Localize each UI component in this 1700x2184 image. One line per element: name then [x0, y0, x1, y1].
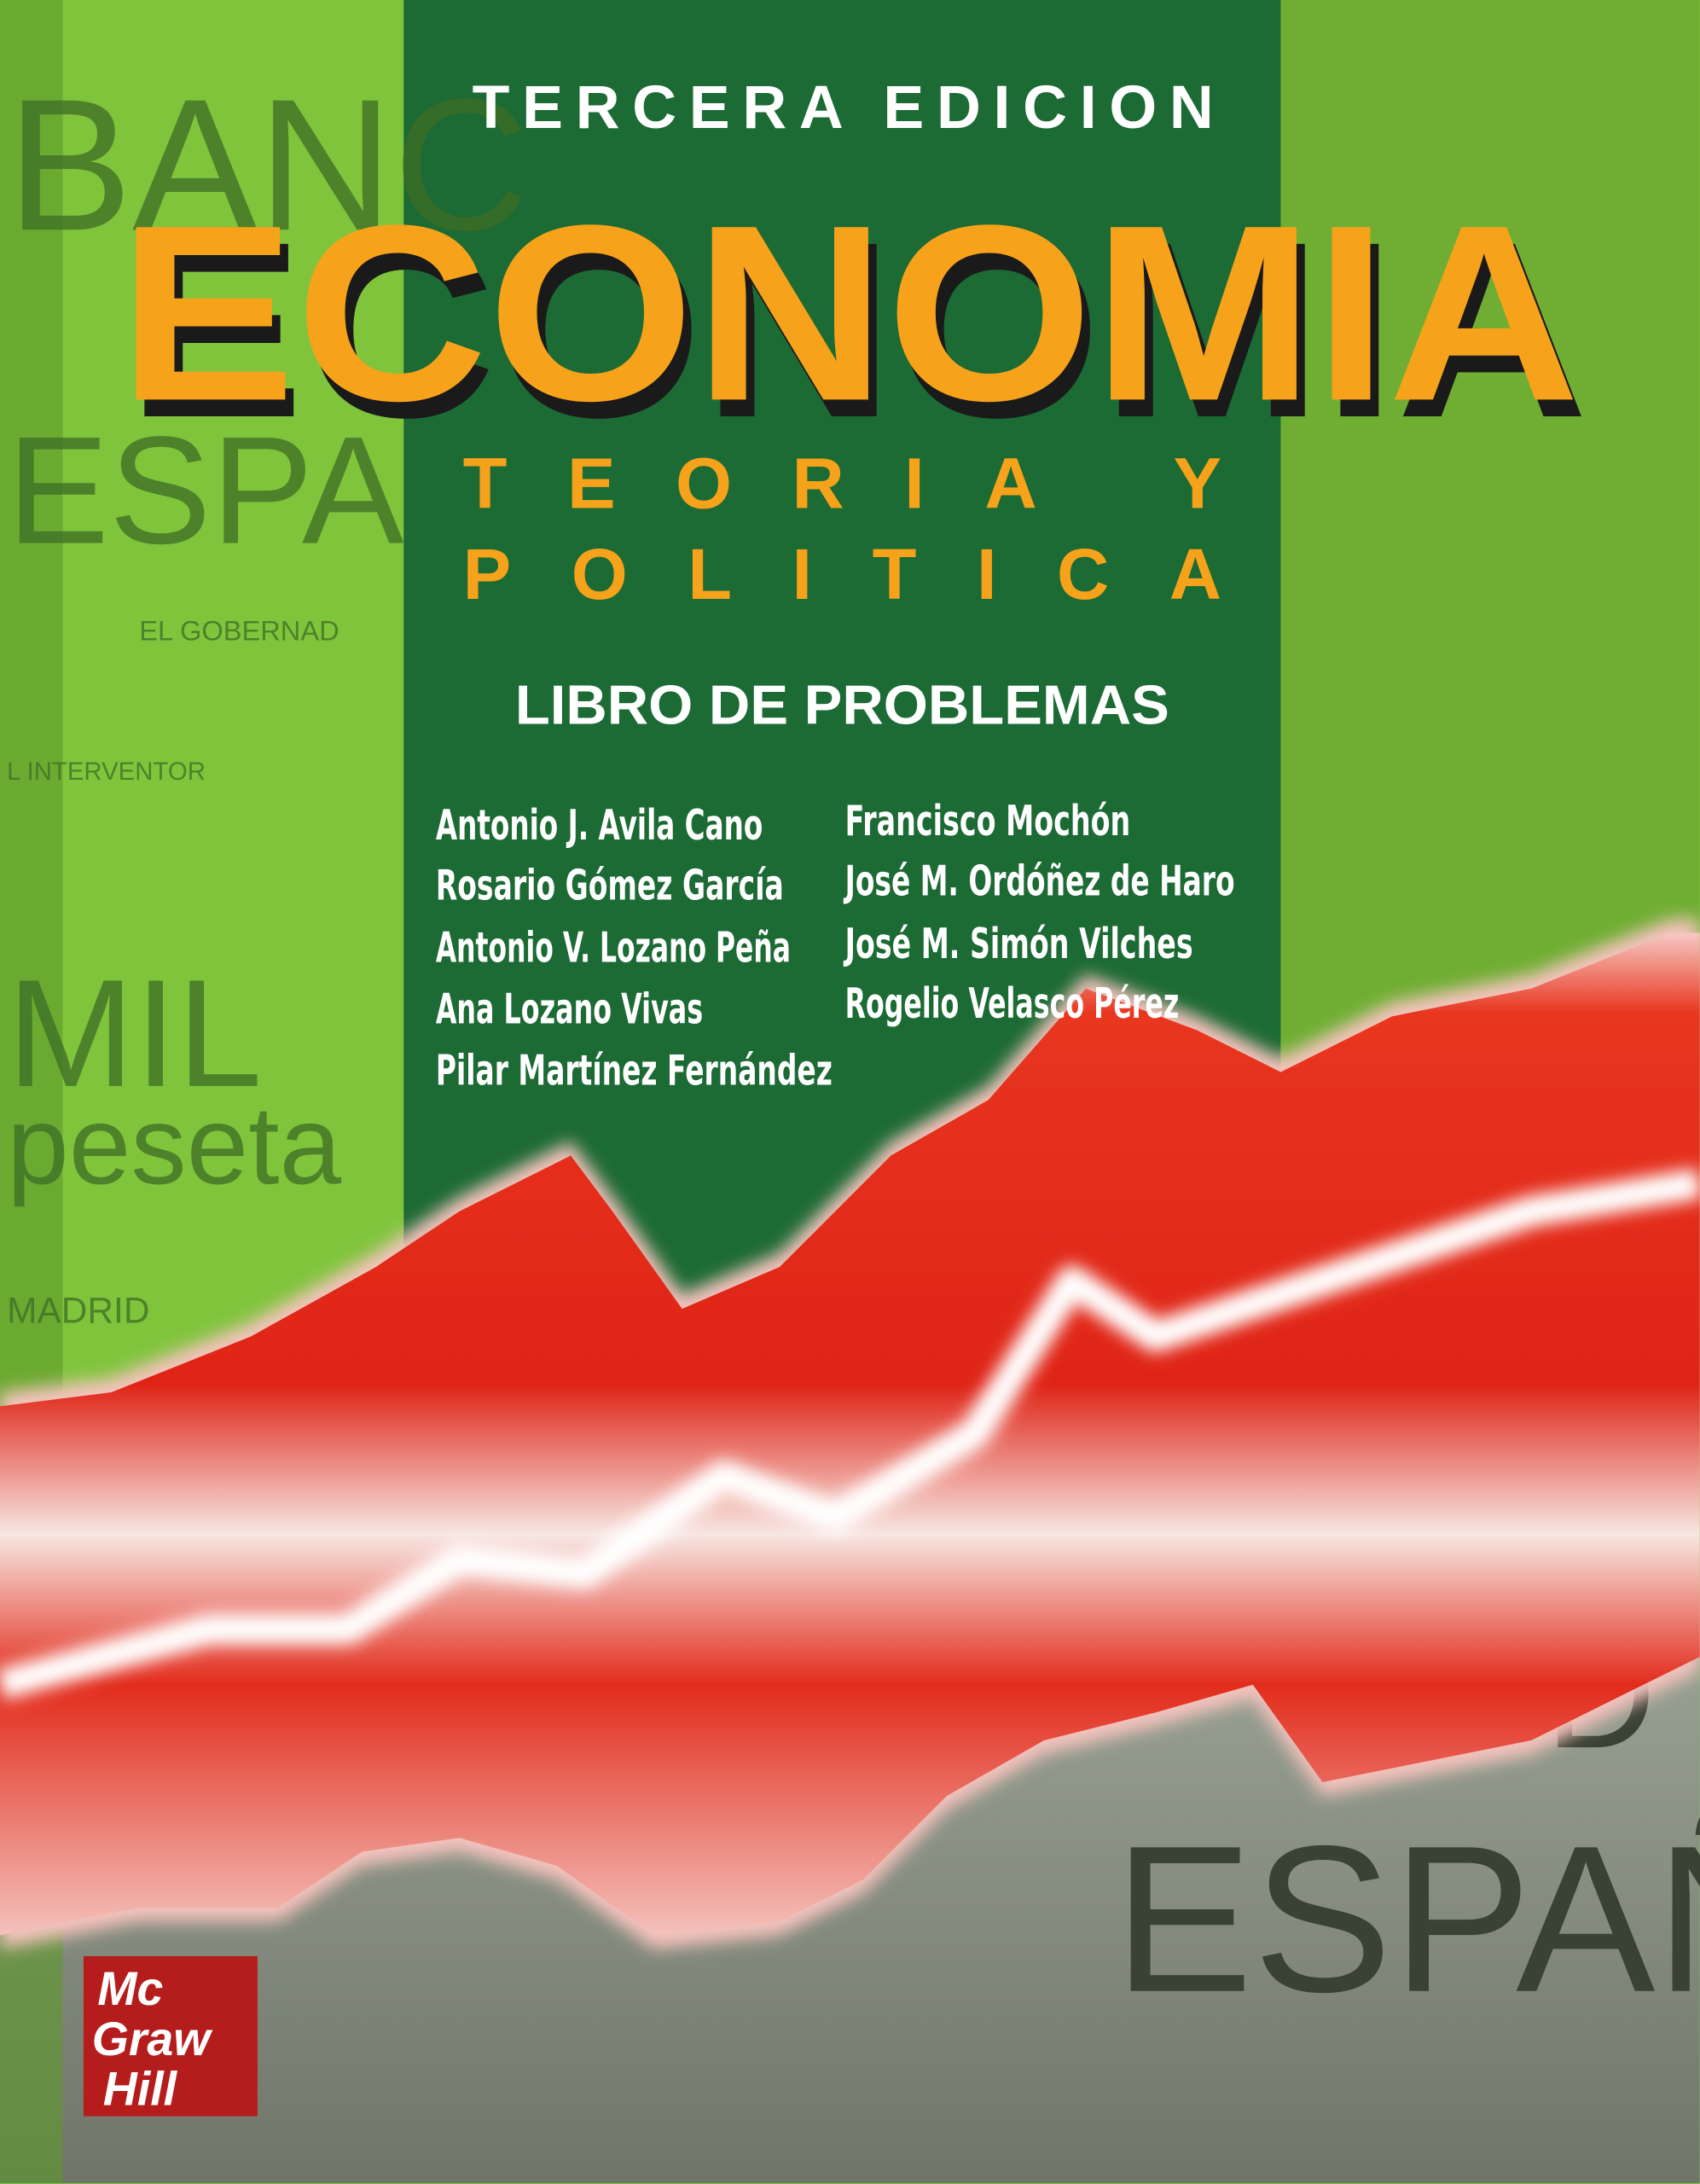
- edition: TERCERA EDICION: [473, 73, 1227, 142]
- note-text: BANC: [7, 60, 529, 270]
- author: José M. Simón Vilches: [844, 920, 1193, 968]
- publisher-logo: Mc Graw Hill: [83, 1955, 258, 2117]
- note-text: EL GOBERNAD: [139, 615, 339, 647]
- author: Ana Lozano Vivas: [436, 985, 703, 1034]
- note-text: peseta: [7, 1083, 341, 1207]
- logo-text: Hill: [103, 2063, 178, 2116]
- note-text: ESPA: [7, 404, 404, 576]
- note-text: MADRID: [7, 1290, 149, 1330]
- title: ECONOMIA: [119, 173, 1581, 453]
- author: Francisco Mochón: [845, 797, 1131, 845]
- author: José M. Ordóñez de Haro: [844, 857, 1235, 905]
- author: Rosario Gómez García: [436, 861, 784, 909]
- author: Antonio J. Avila Cano: [436, 801, 763, 850]
- author: Rogelio Velasco Pérez: [845, 979, 1180, 1028]
- author: Antonio V. Lozano Peña: [436, 924, 791, 973]
- red-graph: [0, 919, 1700, 1949]
- banknote-text-gray: D ESPAÑ: [1114, 1609, 1700, 2036]
- note-text: ESPAÑ: [1114, 1802, 1700, 2036]
- authors: Antonio J. Avila Cano Rosario Gómez Garc…: [436, 797, 1235, 1095]
- logo-text: Mc: [97, 1962, 163, 2015]
- title-shadow: ECONOMIA: [127, 190, 1589, 470]
- note-text: L INTERVENTOR: [7, 758, 206, 786]
- portrait-area: [1280, 0, 1700, 1114]
- author: Pilar Martínez Fernández: [436, 1046, 833, 1095]
- subtitle: TEORIA Y: [463, 443, 1221, 524]
- note-text: MIL: [7, 948, 262, 1119]
- series-title: LIBRO DE PROBLEMAS: [515, 674, 1169, 736]
- banknote-text: BANC ESPA EL GOBERNAD L INTERVENTOR MIL …: [7, 60, 529, 1330]
- logo-text: Graw: [92, 2013, 214, 2065]
